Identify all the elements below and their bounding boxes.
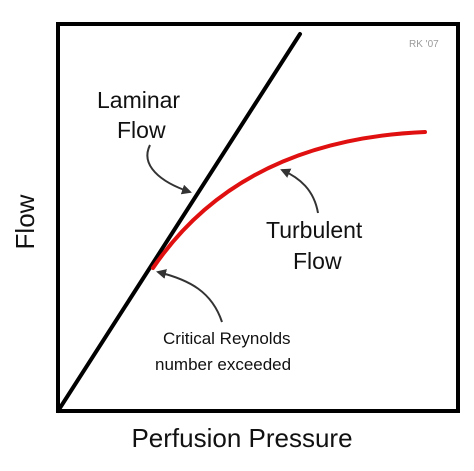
- laminar-flow-line: [56, 32, 302, 413]
- critical-pointer-arrow: [156, 269, 223, 323]
- laminar-pointer-arrow: [146, 144, 192, 195]
- credit-label: RK '07: [409, 39, 439, 50]
- critical-label-line1: Critical Reynolds: [163, 329, 291, 348]
- y-axis-label: Flow: [10, 194, 40, 249]
- laminar-label-line2: Flow: [117, 117, 166, 143]
- laminar-label-line1: Laminar: [97, 87, 180, 113]
- plot-frame: [56, 22, 460, 413]
- x-axis-label: Perfusion Pressure: [131, 423, 352, 453]
- turbulent-label-line1: Turbulent: [266, 217, 363, 243]
- turbulent-label-line2: Flow: [293, 248, 342, 274]
- critical-label-line2: number exceeded: [155, 355, 291, 374]
- turbulent-flow-curve: [151, 130, 427, 270]
- turbulent-pointer-arrow: [280, 168, 319, 214]
